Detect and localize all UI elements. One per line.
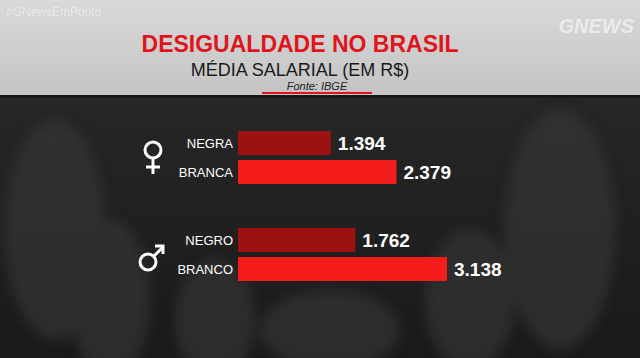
category-label: BRANCO bbox=[177, 262, 233, 277]
bar bbox=[238, 257, 447, 281]
category-label: NEGRA bbox=[187, 136, 234, 151]
icon-line bbox=[146, 166, 160, 169]
background-crowd bbox=[5, 110, 615, 358]
icon-line bbox=[154, 247, 163, 256]
chart: #GNewsEmPonto GNEWS DESIGUALDADE NO BRASIL… bbox=[0, 0, 640, 358]
female-icon bbox=[145, 142, 161, 174]
category-label: NEGRO bbox=[185, 233, 233, 248]
data-label: 3.138 bbox=[454, 259, 502, 280]
hashtag: #GNewsEmPonto bbox=[6, 5, 102, 19]
labels: NEGRA 1.394 BRANCA 2.379 NEGRO 1.762 BRANCO 3.1… bbox=[177, 133, 501, 280]
silhouette bbox=[425, 230, 515, 358]
title: DESIGUALDADE NO BRASIL bbox=[142, 31, 459, 57]
category-label: BRANCA bbox=[179, 165, 234, 180]
icon-arrow bbox=[155, 246, 163, 254]
bars bbox=[238, 131, 447, 281]
source: Fonte: IBGE bbox=[287, 80, 348, 92]
data-label: 2.379 bbox=[403, 162, 451, 183]
data-label: 1.394 bbox=[338, 133, 386, 154]
silhouette bbox=[260, 290, 400, 358]
source-underline bbox=[262, 92, 372, 94]
bar bbox=[238, 228, 355, 252]
icon-circle bbox=[145, 142, 161, 158]
separator bbox=[0, 95, 640, 98]
silhouette bbox=[70, 220, 150, 358]
header-band bbox=[0, 0, 640, 95]
data-label: 1.762 bbox=[362, 230, 410, 251]
silhouette bbox=[505, 110, 615, 350]
logo: GNEWS bbox=[558, 15, 634, 37]
bar bbox=[238, 131, 331, 155]
icon-circle bbox=[140, 254, 156, 270]
chart-root: #GNewsEmPonto GNEWS DESIGUALDADE NO BRASIL… bbox=[0, 0, 640, 358]
subtitle: MÉDIA SALARIAL (EM R$) bbox=[191, 60, 409, 80]
male-icon bbox=[140, 246, 163, 270]
bar bbox=[238, 160, 396, 184]
